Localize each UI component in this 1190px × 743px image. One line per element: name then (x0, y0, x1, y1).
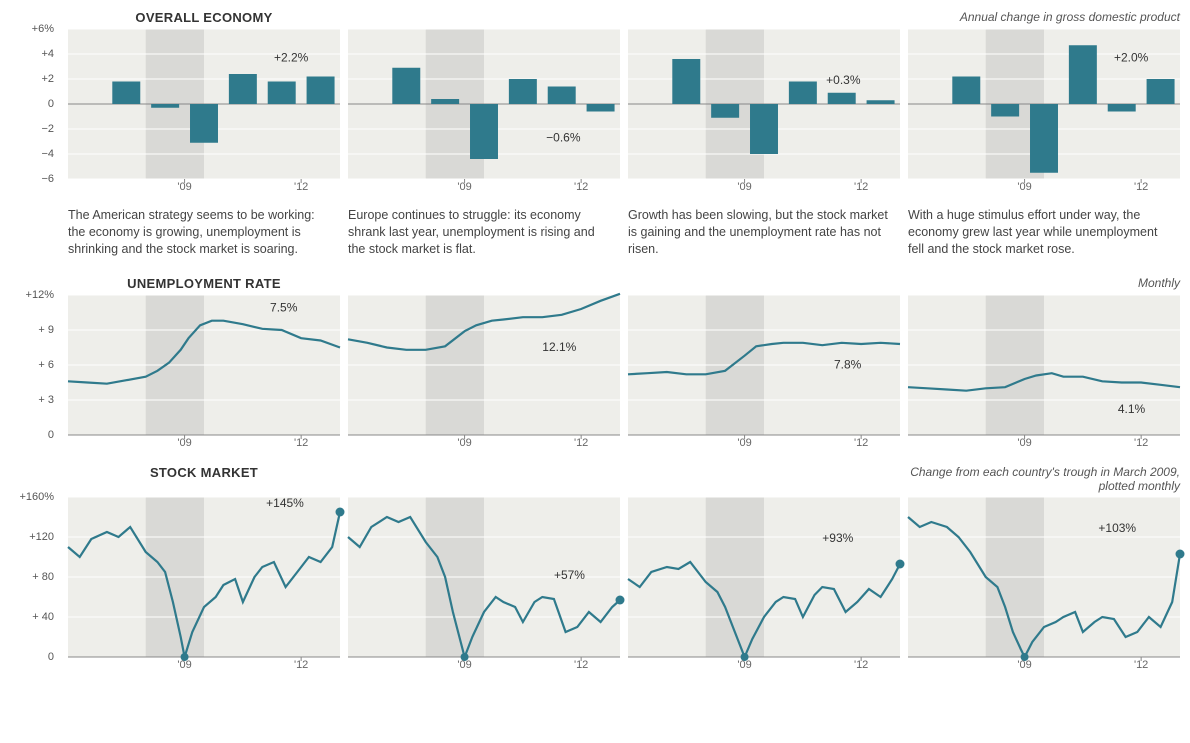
xaxis: '09 '12 (68, 437, 340, 451)
unemployment-subtitle: Monthly (908, 276, 1180, 295)
xtick-label: '09 (737, 437, 751, 449)
unemployment-title: UNEMPLOYMENT RATE (68, 276, 340, 295)
xtick-label: '09 (737, 659, 751, 671)
ytick-label: + 9 (38, 324, 54, 336)
ytick-label: + 40 (32, 611, 54, 623)
stock-panel-2: +93% (628, 497, 900, 657)
stock-yaxis: +160%+120+ 80+ 400 (0, 497, 60, 657)
ytick-label: + 80 (32, 571, 54, 583)
panel-caption: With a huge stimulus effort under way, t… (908, 195, 1180, 276)
ytick-label: +160% (19, 491, 54, 503)
xtick-label: '09 (177, 437, 191, 449)
annotation-label: +2.2% (274, 51, 309, 65)
economy-panel-3: +2.0% (908, 29, 1180, 179)
annotation-label: +0.3% (826, 73, 861, 87)
ytick-label: −4 (41, 148, 54, 160)
annotation-label: +145% (266, 496, 304, 510)
xtick-label: '09 (177, 659, 191, 671)
ytick-label: +12% (26, 289, 54, 301)
xaxis: '09 '12 (908, 181, 1180, 195)
unemployment-panel-0: 7.5% (68, 295, 340, 435)
xtick-label: '12 (294, 659, 308, 671)
xtick-label: '12 (1134, 659, 1148, 671)
annotation-label: +57% (554, 568, 585, 582)
xaxis: '09 '12 (68, 181, 340, 195)
ytick-label: 0 (48, 98, 54, 110)
ytick-label: −6 (41, 173, 54, 185)
ytick-label: +4 (41, 48, 54, 60)
ytick-label: −2 (41, 123, 54, 135)
xtick-label: '12 (854, 437, 868, 449)
ytick-label: 0 (48, 651, 54, 663)
annotation-label: 7.8% (834, 357, 862, 371)
panel-caption: The American strategy seems to be workin… (68, 195, 340, 276)
economy-panel-1: −0.6% (348, 29, 620, 179)
xtick-label: '09 (1017, 659, 1031, 671)
ytick-label: +2 (41, 73, 54, 85)
ytick-label: +6% (32, 23, 54, 35)
panel-caption: Europe continues to struggle: its econom… (348, 195, 620, 276)
xaxis: '09 '12 (348, 659, 620, 673)
xaxis: '09 '12 (908, 659, 1180, 673)
unemployment-panel-3: 4.1% (908, 295, 1180, 435)
unemployment-panel-2: 7.8% (628, 295, 900, 435)
xtick-label: '09 (457, 181, 471, 193)
ytick-label: + 3 (38, 394, 54, 406)
xtick-label: '09 (1017, 181, 1031, 193)
xtick-label: '12 (1134, 181, 1148, 193)
xaxis: '09 '12 (628, 181, 900, 195)
stock-panel-0: +145% (68, 497, 340, 657)
annotation-label: −0.6% (546, 131, 581, 145)
xaxis: '09 '12 (908, 437, 1180, 451)
panel-caption: Growth has been slowing, but the stock m… (628, 195, 900, 276)
xaxis: '09 '12 (628, 659, 900, 673)
annotation-label: 4.1% (1118, 401, 1146, 415)
stock-title: STOCK MARKET (68, 465, 340, 497)
ytick-label: +120 (29, 531, 54, 543)
xtick-label: '09 (737, 181, 751, 193)
annotation-label: +2.0% (1114, 51, 1149, 65)
economy-panel-2: +0.3% (628, 29, 900, 179)
xtick-label: '09 (457, 437, 471, 449)
unemployment-panel-1: 12.1% (348, 295, 620, 435)
annotation-label: 7.5% (270, 300, 298, 314)
annotation-label: 12.1% (542, 340, 576, 354)
economy-panel-0: +2.2% (68, 29, 340, 179)
xaxis: '09 '12 (628, 437, 900, 451)
xtick-label: '12 (294, 181, 308, 193)
xtick-label: '09 (1017, 437, 1031, 449)
xtick-label: '12 (574, 437, 588, 449)
xtick-label: '12 (574, 659, 588, 671)
xtick-label: '09 (177, 181, 191, 193)
xtick-label: '12 (1134, 437, 1148, 449)
xtick-label: '12 (574, 181, 588, 193)
stock-subtitle: Change from each country's trough in Mar… (908, 465, 1180, 497)
annotation-label: +93% (822, 531, 853, 545)
unemployment-yaxis: +12%+ 9+ 6+ 30 (0, 295, 60, 435)
stock-panel-1: +57% (348, 497, 620, 657)
xtick-label: '12 (854, 181, 868, 193)
xaxis: '09 '12 (68, 659, 340, 673)
xaxis: '09 '12 (348, 181, 620, 195)
stock-panel-3: +103% (908, 497, 1180, 657)
xtick-label: '12 (854, 659, 868, 671)
economy-subtitle: Annual change in gross domestic product (908, 10, 1180, 29)
xtick-label: '09 (457, 659, 471, 671)
xaxis: '09 '12 (348, 437, 620, 451)
economy-title: OVERALL ECONOMY (68, 10, 340, 29)
annotation-label: +103% (1098, 521, 1136, 535)
xtick-label: '12 (294, 437, 308, 449)
ytick-label: + 6 (38, 359, 54, 371)
ytick-label: 0 (48, 429, 54, 441)
economy-yaxis: +6%+4+20−2−4−6 (0, 29, 60, 179)
